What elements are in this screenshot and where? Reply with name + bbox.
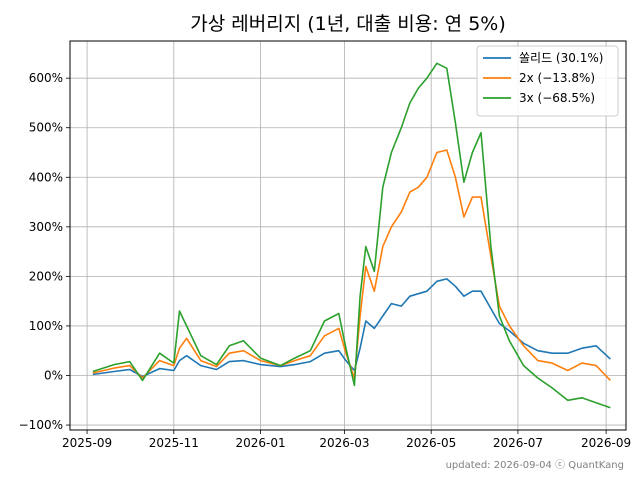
- footer-note: updated: 2026-09-04 ⓒ QuantKang: [446, 459, 624, 471]
- y-tick-label: −100%: [19, 418, 63, 432]
- y-tick-label: 400%: [29, 170, 63, 184]
- chart-title: 가상 레버리지 (1년, 대출 비용: 연 5%): [190, 13, 506, 35]
- series-layer: [92, 62, 611, 409]
- y-tick-label: 500%: [29, 121, 63, 135]
- y-tick-label: 0%: [44, 368, 63, 382]
- x-tick-label: 2025-09: [62, 436, 112, 450]
- legend-box: [476, 45, 619, 117]
- x-tick-label: 2026-01: [235, 436, 285, 450]
- x-tick-label: 2026-03: [319, 436, 369, 450]
- series-line-2: [92, 149, 611, 381]
- y-tick-label: 100%: [29, 319, 63, 333]
- legend-label-3: 3x (−68.5%): [519, 91, 595, 105]
- x-tick-label: 2026-09: [581, 436, 631, 450]
- series-line-3: [92, 62, 611, 409]
- legend: 쏠리드 (30.1%) 2x (−13.8%) 3x (−68.5%): [476, 45, 619, 117]
- x-tick-label: 2026-05: [406, 436, 456, 450]
- y-tick-label: 200%: [29, 269, 63, 283]
- y-tick-label: 600%: [29, 71, 63, 85]
- legend-label-1: 쏠리드 (30.1%): [519, 51, 603, 65]
- series-line-1: [92, 278, 611, 378]
- x-tick-label: 2025-11: [149, 436, 199, 450]
- y-axis-ticks: −100% 0% 100% 200% 300% 400% 500% 600%: [19, 71, 70, 432]
- x-tick-label: 2026-07: [493, 436, 543, 450]
- x-axis-ticks: 2025-09 2025-11 2026-01 2026-03 2026-05 2026-…: [62, 430, 631, 450]
- plot-frame: [69, 40, 627, 431]
- legend-label-2: 2x (−13.8%): [519, 71, 595, 85]
- y-tick-label: 300%: [29, 220, 63, 234]
